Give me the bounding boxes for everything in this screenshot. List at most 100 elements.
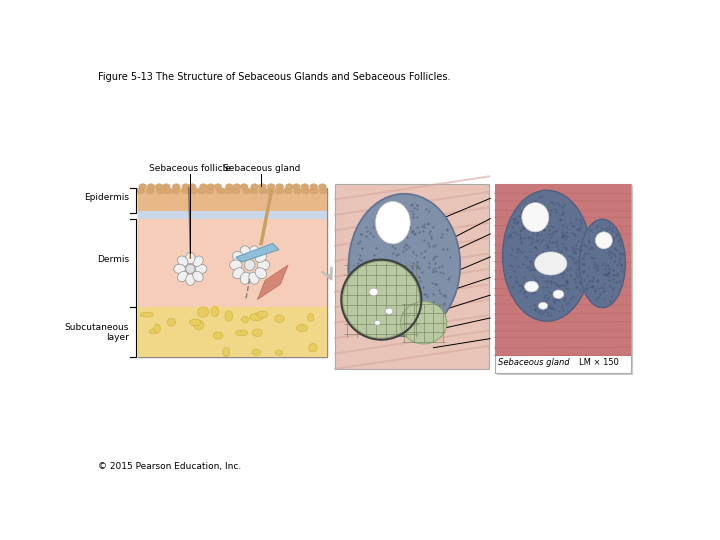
Ellipse shape: [198, 188, 205, 194]
Text: Discharge of
sebum: Discharge of sebum: [495, 246, 552, 266]
Ellipse shape: [194, 320, 204, 330]
Ellipse shape: [503, 190, 591, 321]
FancyBboxPatch shape: [495, 184, 631, 356]
Ellipse shape: [181, 188, 189, 194]
Ellipse shape: [302, 188, 310, 194]
Text: Basal cells: Basal cells: [495, 334, 543, 343]
Text: Sebaceous follicle: Sebaceous follicle: [150, 164, 231, 173]
Ellipse shape: [250, 313, 264, 321]
Text: Basement
membrane: Basement membrane: [495, 223, 545, 242]
Ellipse shape: [206, 188, 214, 194]
Ellipse shape: [189, 319, 201, 326]
Polygon shape: [235, 244, 279, 262]
Ellipse shape: [233, 268, 244, 279]
Ellipse shape: [207, 184, 215, 189]
Text: Dermis: Dermis: [96, 255, 129, 265]
Ellipse shape: [178, 256, 188, 266]
Text: Wall of hair follicle: Wall of hair follicle: [495, 213, 579, 222]
Ellipse shape: [149, 329, 158, 334]
Ellipse shape: [213, 332, 223, 339]
Text: Breakdown of
cell membranes: Breakdown of cell membranes: [495, 285, 568, 304]
Ellipse shape: [257, 260, 270, 270]
Ellipse shape: [163, 184, 170, 189]
Ellipse shape: [244, 260, 255, 271]
Ellipse shape: [301, 184, 309, 189]
FancyBboxPatch shape: [138, 219, 327, 307]
Text: LM × 150: LM × 150: [579, 357, 619, 367]
Ellipse shape: [343, 261, 420, 338]
FancyBboxPatch shape: [138, 188, 327, 357]
Ellipse shape: [286, 184, 293, 189]
Ellipse shape: [309, 343, 317, 352]
Ellipse shape: [156, 184, 163, 189]
Text: Lumen
(hair removed): Lumen (hair removed): [495, 187, 563, 207]
Ellipse shape: [251, 184, 258, 189]
Ellipse shape: [240, 272, 251, 284]
Ellipse shape: [230, 260, 242, 270]
Ellipse shape: [242, 316, 248, 323]
Ellipse shape: [258, 184, 266, 189]
Ellipse shape: [249, 272, 259, 284]
Ellipse shape: [400, 301, 447, 344]
Ellipse shape: [174, 264, 185, 273]
Ellipse shape: [522, 202, 549, 232]
Text: Figure 5-13 The Structure of Sebaceous Glands and Sebaceous Follicles.: Figure 5-13 The Structure of Sebaceous G…: [98, 72, 451, 83]
FancyBboxPatch shape: [495, 184, 631, 373]
Ellipse shape: [186, 264, 195, 273]
Ellipse shape: [294, 188, 302, 194]
Text: Sebaceous gland: Sebaceous gland: [222, 164, 300, 173]
Ellipse shape: [266, 188, 274, 194]
Ellipse shape: [217, 188, 225, 194]
Ellipse shape: [182, 184, 189, 189]
Ellipse shape: [173, 184, 180, 189]
Ellipse shape: [164, 188, 171, 194]
Ellipse shape: [214, 184, 222, 189]
Ellipse shape: [369, 288, 378, 296]
FancyArrowPatch shape: [323, 268, 331, 279]
Ellipse shape: [257, 311, 268, 318]
Ellipse shape: [250, 188, 258, 194]
Ellipse shape: [292, 184, 300, 189]
Ellipse shape: [267, 184, 275, 189]
FancyBboxPatch shape: [138, 211, 327, 219]
Ellipse shape: [310, 184, 318, 189]
Text: Epidermis: Epidermis: [84, 193, 129, 202]
Ellipse shape: [233, 184, 240, 189]
Ellipse shape: [284, 188, 292, 194]
Ellipse shape: [276, 184, 284, 189]
Ellipse shape: [154, 324, 161, 333]
Ellipse shape: [525, 281, 539, 292]
Ellipse shape: [276, 188, 283, 194]
Ellipse shape: [193, 256, 203, 266]
Ellipse shape: [374, 320, 381, 325]
Ellipse shape: [595, 232, 612, 249]
Ellipse shape: [579, 219, 626, 308]
Ellipse shape: [235, 330, 248, 336]
Ellipse shape: [243, 188, 251, 194]
Ellipse shape: [553, 290, 564, 299]
Ellipse shape: [232, 188, 240, 194]
FancyBboxPatch shape: [497, 186, 633, 375]
Ellipse shape: [252, 329, 262, 336]
Ellipse shape: [275, 315, 284, 322]
Ellipse shape: [233, 252, 244, 262]
Ellipse shape: [376, 201, 410, 244]
Ellipse shape: [211, 306, 219, 316]
Ellipse shape: [320, 188, 327, 194]
Ellipse shape: [140, 312, 153, 317]
FancyBboxPatch shape: [335, 184, 489, 369]
Ellipse shape: [189, 184, 196, 189]
Ellipse shape: [259, 188, 267, 194]
Ellipse shape: [186, 274, 195, 286]
Ellipse shape: [307, 314, 314, 321]
Ellipse shape: [146, 188, 154, 194]
Ellipse shape: [275, 350, 282, 355]
Ellipse shape: [225, 188, 232, 194]
Ellipse shape: [240, 246, 251, 258]
Ellipse shape: [222, 348, 230, 356]
Ellipse shape: [167, 318, 176, 326]
Ellipse shape: [297, 324, 307, 332]
Ellipse shape: [240, 184, 248, 189]
Ellipse shape: [348, 194, 460, 336]
Ellipse shape: [539, 302, 548, 309]
